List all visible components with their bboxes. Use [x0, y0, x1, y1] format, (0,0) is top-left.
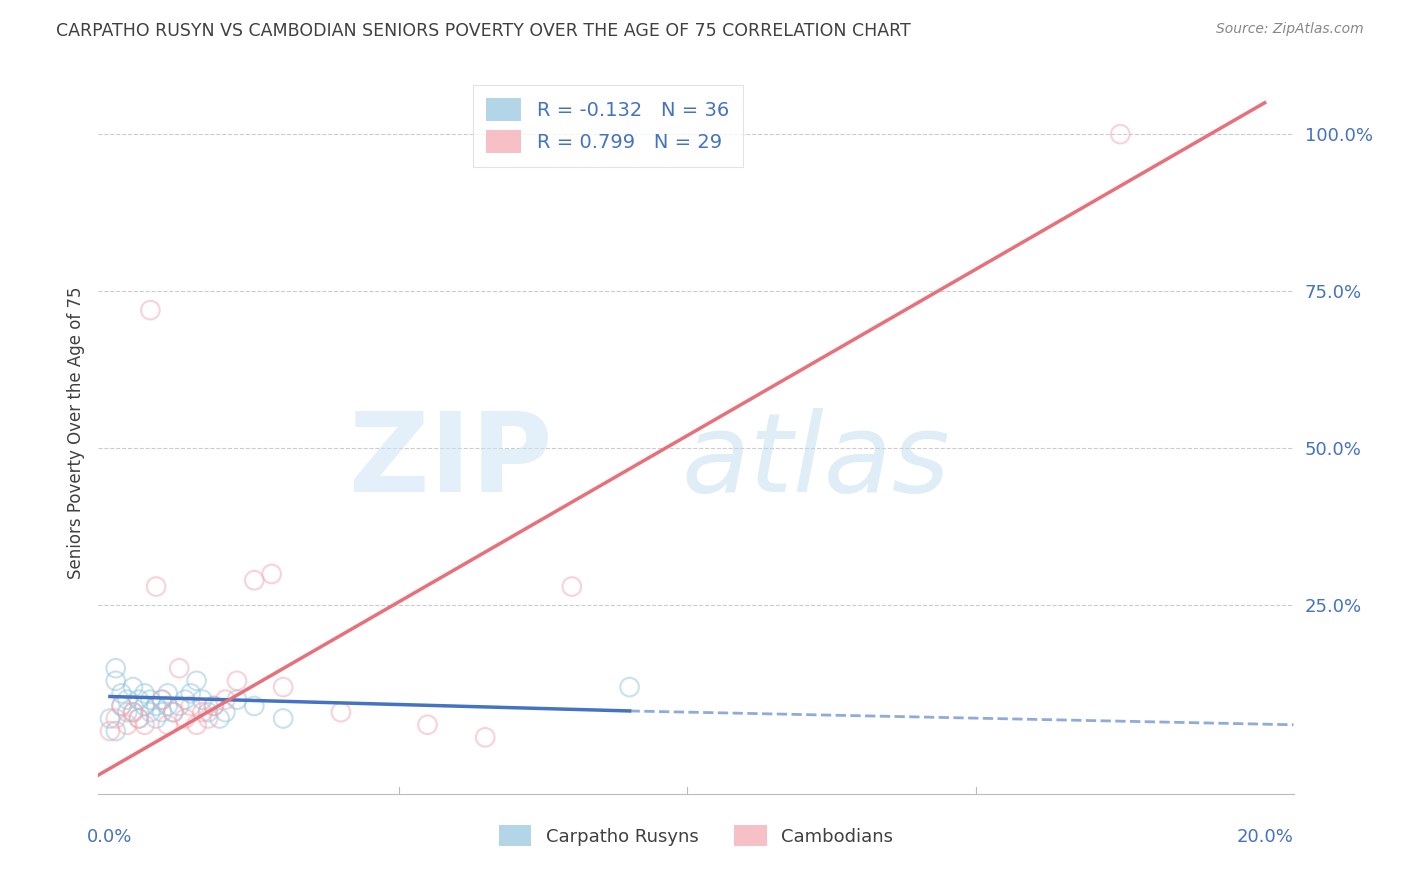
Legend: Carpatho Rusyns, Cambodians: Carpatho Rusyns, Cambodians [488, 814, 904, 857]
Text: Source: ZipAtlas.com: Source: ZipAtlas.com [1216, 22, 1364, 37]
Point [162, 705, 184, 719]
Point [271, 711, 294, 725]
Point [202, 698, 225, 713]
Point [128, 692, 150, 706]
Point [134, 718, 156, 732]
Point [110, 698, 132, 713]
Point [214, 705, 236, 719]
Point [191, 692, 214, 706]
Point [619, 680, 641, 694]
Point [104, 673, 127, 688]
Point [260, 566, 283, 581]
Point [104, 724, 127, 739]
Point [122, 705, 145, 719]
Point [416, 718, 439, 732]
Point [162, 705, 184, 719]
Point [128, 711, 150, 725]
Point [104, 661, 127, 675]
Point [150, 705, 173, 719]
Point [117, 705, 139, 719]
Point [117, 692, 139, 706]
Point [186, 673, 208, 688]
Point [226, 692, 249, 706]
Point [134, 686, 156, 700]
Point [145, 711, 167, 725]
Text: atlas: atlas [681, 408, 950, 515]
Point [156, 718, 179, 732]
Point [117, 718, 139, 732]
Point [180, 698, 202, 713]
Point [202, 698, 225, 713]
Point [180, 686, 202, 700]
Point [197, 705, 219, 719]
Point [134, 698, 156, 713]
Point [271, 680, 294, 694]
Point [98, 711, 121, 725]
Point [174, 692, 197, 706]
Point [139, 705, 162, 719]
Point [214, 692, 236, 706]
Point [208, 711, 231, 725]
Point [167, 661, 190, 675]
Point [128, 711, 150, 725]
Point [226, 673, 249, 688]
Point [191, 705, 214, 719]
Text: CARPATHO RUSYN VS CAMBODIAN SENIORS POVERTY OVER THE AGE OF 75 CORRELATION CHART: CARPATHO RUSYN VS CAMBODIAN SENIORS POVE… [56, 22, 911, 40]
Point [110, 686, 132, 700]
Point [139, 692, 162, 706]
Point [156, 698, 179, 713]
Point [186, 718, 208, 732]
Point [122, 705, 145, 719]
Point [474, 731, 496, 745]
Text: 0.0%: 0.0% [87, 829, 132, 847]
Point [98, 724, 121, 739]
Point [122, 680, 145, 694]
Point [197, 711, 219, 725]
Point [1109, 127, 1132, 141]
Y-axis label: Seniors Poverty Over the Age of 75: Seniors Poverty Over the Age of 75 [66, 286, 84, 579]
Point [145, 580, 167, 594]
Point [150, 692, 173, 706]
Point [139, 303, 162, 318]
Text: 20.0%: 20.0% [1236, 829, 1294, 847]
Point [561, 580, 583, 594]
Point [174, 711, 197, 725]
Point [329, 705, 352, 719]
Point [110, 698, 132, 713]
Point [167, 698, 190, 713]
Point [156, 686, 179, 700]
Point [243, 698, 266, 713]
Point [150, 692, 173, 706]
Point [243, 574, 266, 588]
Text: ZIP: ZIP [349, 408, 553, 515]
Point [104, 711, 127, 725]
Point [145, 698, 167, 713]
